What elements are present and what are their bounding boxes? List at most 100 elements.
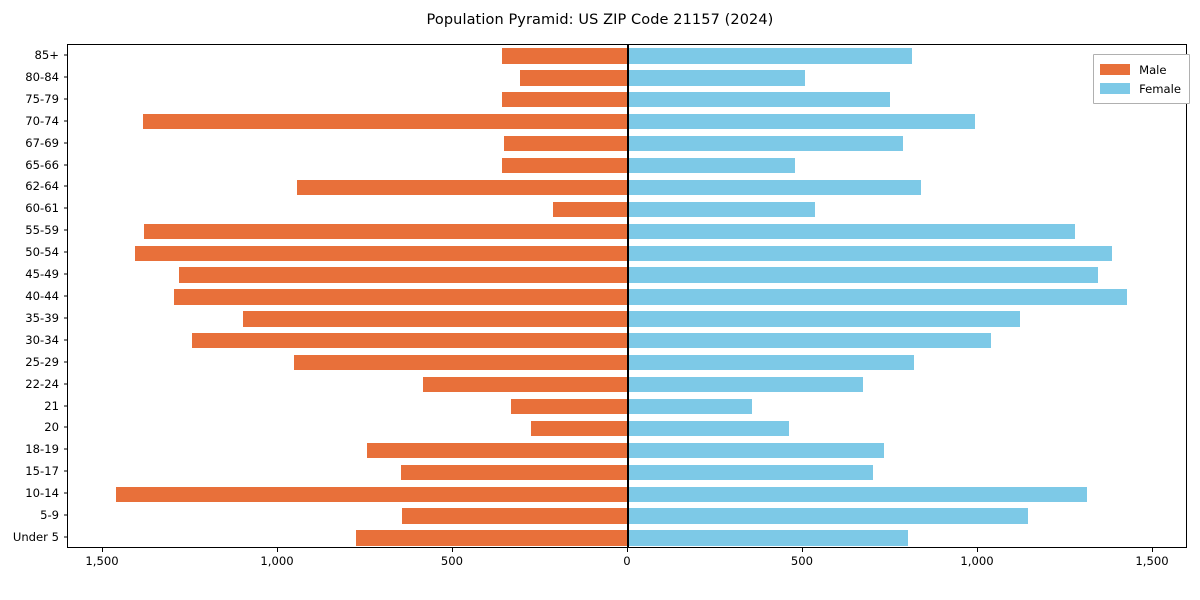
legend-entry[interactable]: Male [1100, 60, 1181, 79]
zero-axis-line [627, 45, 629, 547]
y-tick-mark [63, 339, 67, 341]
x-tick-mark [102, 548, 103, 552]
pyramid-row [68, 486, 1186, 502]
bar-female [628, 376, 863, 393]
legend-swatch-male [1100, 64, 1131, 75]
y-tick-mark [63, 54, 67, 56]
y-tick-mark [63, 76, 67, 78]
bar-male [519, 70, 628, 86]
chart-legend: Male Female [1093, 54, 1190, 104]
y-tick-label: 5-9 [40, 508, 59, 523]
x-tick-label: 500 [440, 554, 464, 568]
y-tick-label: 50-54 [25, 245, 59, 260]
pyramid-row [68, 333, 1186, 349]
pyramid-row [68, 70, 1186, 86]
y-tick-mark [63, 426, 67, 428]
pyramid-row [68, 420, 1186, 437]
bar-female [628, 157, 796, 174]
y-tick-mark [63, 251, 67, 253]
x-tick-label: 1,000 [960, 554, 994, 568]
pyramid-row [68, 442, 1186, 459]
bar-male [191, 333, 628, 349]
bar-female [628, 442, 884, 459]
bar-male [293, 355, 628, 371]
pyramid-row [68, 157, 1186, 174]
bar-female [628, 311, 1020, 327]
pyramid-row [68, 114, 1186, 130]
y-tick-label: 18-19 [25, 442, 59, 457]
bar-male [143, 223, 628, 239]
y-tick-label: 75-79 [25, 91, 59, 106]
bar-female [628, 508, 1029, 524]
bar-female [628, 530, 908, 546]
x-tick-label: 1,500 [85, 554, 119, 568]
y-tick-mark [63, 448, 67, 450]
bar-male [401, 508, 628, 524]
x-tick-label: 1,500 [1135, 554, 1169, 568]
pyramid-row [68, 355, 1186, 371]
x-tick-mark [1152, 548, 1153, 552]
bar-male [502, 48, 628, 64]
bar-female [628, 92, 890, 108]
x-tick-mark [802, 548, 803, 552]
y-tick-label: Under 5 [12, 530, 59, 545]
bar-female [628, 201, 815, 217]
bar-female [628, 486, 1087, 502]
y-tick-label: 22-24 [25, 376, 59, 391]
y-tick-label: 70-74 [25, 113, 59, 128]
y-tick-mark [63, 383, 67, 385]
bar-male [174, 289, 628, 305]
legend-entry[interactable]: Female [1100, 79, 1181, 98]
y-axis: 85+ 80-84 75-79 70-74 67-69 65-66 62-64 60-61 55… [0, 44, 67, 548]
y-tick-mark [63, 514, 67, 516]
y-tick-label: 80-84 [25, 69, 59, 84]
bar-male [134, 245, 628, 261]
x-tick-mark [277, 548, 278, 552]
pyramid-row [68, 530, 1186, 546]
bar-female [628, 179, 922, 196]
bar-female [628, 398, 753, 415]
y-tick-mark [63, 470, 67, 472]
bar-female [628, 135, 903, 152]
bar-male [115, 486, 628, 502]
y-tick-label: 21 [44, 398, 59, 413]
y-tick-mark [63, 536, 67, 538]
pyramid-row [68, 311, 1186, 327]
bar-female [628, 223, 1075, 239]
bar-female [628, 333, 992, 349]
y-tick-label: 65-66 [25, 157, 59, 172]
pyramid-row [68, 223, 1186, 239]
pyramid-row [68, 508, 1186, 524]
y-tick-label: 30-34 [25, 332, 59, 347]
bar-female [628, 70, 805, 86]
y-tick-label: 55-59 [25, 223, 59, 238]
y-tick-mark [63, 207, 67, 209]
y-tick-mark [63, 317, 67, 319]
y-tick-label: 45-49 [25, 267, 59, 282]
bar-male [510, 398, 628, 415]
x-tick-mark [977, 548, 978, 552]
bars-layer [68, 45, 1186, 547]
y-tick-label: 10-14 [25, 486, 59, 501]
y-tick-mark [63, 142, 67, 144]
chart-title: Population Pyramid: US ZIP Code 21157 (2… [426, 12, 774, 28]
bar-female [628, 245, 1113, 261]
legend-label: Female [1139, 81, 1181, 96]
x-tick-label: 1,000 [260, 554, 294, 568]
bar-male [502, 157, 628, 174]
pyramid-row [68, 135, 1186, 152]
legend-label: Male [1139, 62, 1167, 77]
y-tick-mark [63, 361, 67, 363]
bar-male [178, 267, 628, 283]
bar-male [243, 311, 628, 327]
y-tick-label: 20 [44, 420, 59, 435]
x-tick-label: 0 [623, 554, 631, 568]
x-tick-label: 500 [790, 554, 814, 568]
pyramid-row [68, 245, 1186, 261]
bar-female [628, 464, 873, 480]
y-tick-mark [63, 120, 67, 122]
pyramid-row [68, 398, 1186, 415]
plot-area [67, 44, 1187, 548]
legend-swatch-female [1100, 83, 1131, 94]
